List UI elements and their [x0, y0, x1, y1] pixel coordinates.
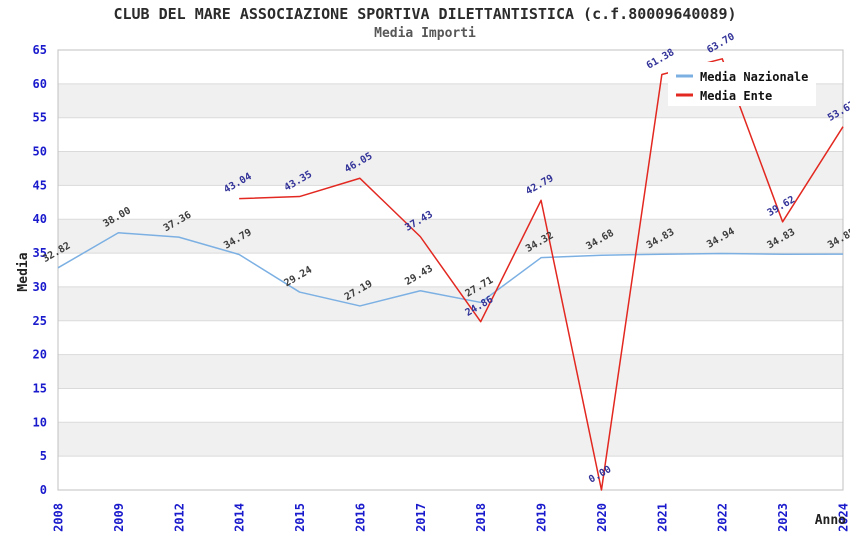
y-axis-title: Media	[16, 252, 31, 291]
x-tick-label: 2015	[293, 503, 307, 532]
x-tick-label: 2018	[474, 503, 488, 532]
y-tick-label: 45	[33, 178, 47, 192]
x-tick-label: 2022	[716, 503, 730, 532]
y-tick-label: 5	[40, 449, 47, 463]
x-tick-label: 2012	[172, 503, 186, 532]
legend-background	[668, 62, 816, 106]
legend-label-ente: Media Ente	[700, 89, 772, 103]
series-line-media-nazionale	[57, 232, 844, 307]
x-tick-label: 2020	[595, 503, 609, 532]
y-tick-label: 40	[33, 212, 47, 226]
data-label-media-ente: 63.70	[705, 31, 737, 56]
x-tick-label: 2017	[414, 503, 428, 532]
y-tick-label: 20	[33, 348, 47, 362]
y-tick-label: 15	[33, 381, 47, 395]
x-tick-label: 2019	[535, 503, 549, 532]
plot-band	[58, 354, 843, 389]
x-axis-title: Anno	[815, 513, 846, 528]
x-tick-label: 2023	[776, 503, 790, 532]
plot-band	[58, 286, 843, 321]
y-tick-label: 0	[40, 483, 47, 497]
y-tick-label: 25	[33, 314, 47, 328]
chart-title: CLUB DEL MARE ASSOCIAZIONE SPORTIVA DILE…	[113, 5, 736, 23]
series-line-media-ente	[239, 58, 844, 491]
y-tick-label: 65	[33, 43, 47, 57]
legend-label-nazionale: Media Nazionale	[700, 70, 808, 84]
x-tick-label: 2021	[655, 503, 669, 532]
data-label-media-nazionale: 29.43	[403, 263, 435, 288]
y-tick-label: 35	[33, 246, 47, 260]
x-tick-label: 2008	[52, 503, 66, 532]
y-tick-label: 55	[33, 111, 47, 125]
y-tick-label: 30	[33, 280, 47, 294]
chart-subtitle: Media Importi	[374, 26, 476, 41]
x-tick-label: 2014	[233, 503, 247, 532]
plot-frame	[57, 49, 844, 491]
x-tick-label: 2024	[837, 503, 850, 532]
plot-band	[58, 219, 843, 254]
y-tick-label: 50	[33, 145, 47, 159]
x-tick-label: 2009	[112, 503, 126, 532]
y-tick-label: 60	[33, 77, 47, 91]
plot-band	[58, 151, 843, 186]
plot-band	[58, 422, 843, 457]
legend: Media Nazionale Media Ente	[668, 62, 816, 106]
plot-area: 0 5 10 15 20 25 30 35 40 45 50 55 60 65 2008 2009 2012 20…	[33, 31, 850, 532]
x-tick-label: 2016	[353, 503, 367, 532]
y-tick-label: 10	[33, 415, 47, 429]
data-label-media-nazionale: 29.24	[283, 265, 315, 290]
